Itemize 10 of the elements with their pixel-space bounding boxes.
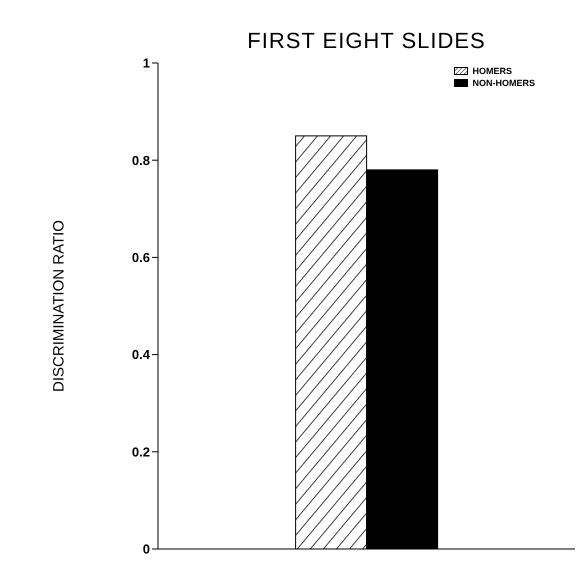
legend-label: NON-HOMERS xyxy=(472,78,535,88)
y-tick-label: 0.6 xyxy=(132,250,150,266)
y-tick-label: 1 xyxy=(142,56,150,71)
y-tick-label: 0.8 xyxy=(132,152,150,168)
y-tick-label: 0.4 xyxy=(132,347,151,362)
chart-title: FIRST EIGHT SLIDES xyxy=(246,28,487,54)
y-tick-label: 0 xyxy=(142,542,150,557)
text: HOMERS xyxy=(472,66,512,76)
y-axis-title: DISCRIMINATION RATIO xyxy=(50,220,68,392)
y-tick-label: 0.2 xyxy=(132,444,150,460)
